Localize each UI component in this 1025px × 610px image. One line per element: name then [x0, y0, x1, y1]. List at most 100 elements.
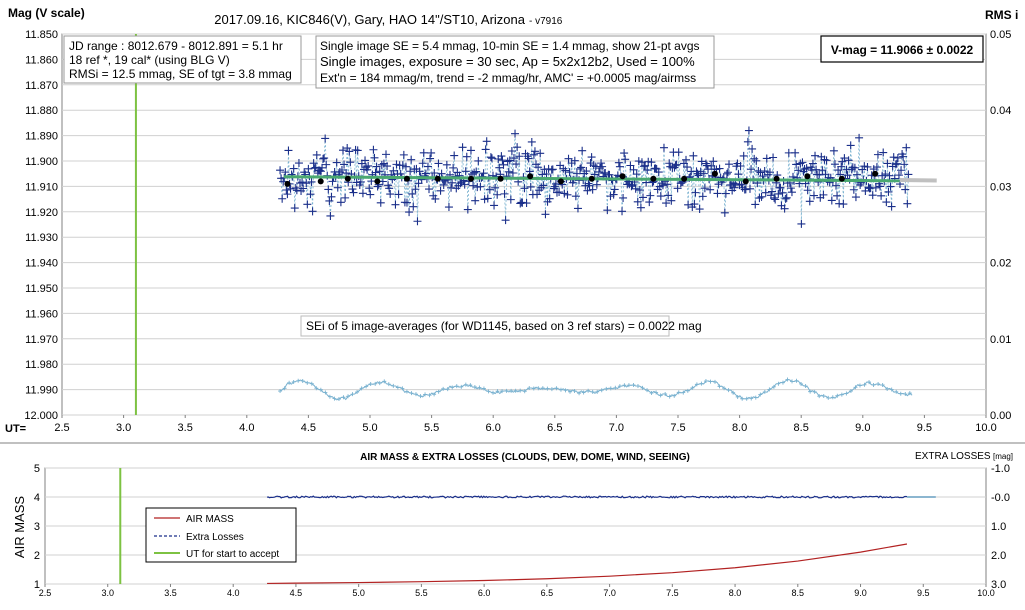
single-image-point — [787, 188, 796, 197]
single-image-point — [366, 190, 375, 199]
rmsi-point — [359, 386, 364, 391]
rmsi-points — [278, 377, 912, 402]
bottom-x-tick-label: 5.5 — [415, 588, 428, 598]
single-image-point — [372, 162, 381, 171]
single-image-point — [304, 164, 313, 173]
rmsi-point — [513, 388, 518, 393]
single-image-point — [444, 203, 453, 212]
rmsi-point — [885, 387, 890, 392]
single-image-point — [449, 163, 458, 172]
single-image-point — [536, 149, 545, 158]
rmsi-point — [577, 391, 582, 396]
bottom-x-tick-label: 2.5 — [39, 588, 52, 598]
info-line-3: Ext'n = 184 mmag/m, trend = -2 mmag/hr, … — [320, 71, 696, 85]
average-point — [650, 175, 657, 182]
single-image-point — [769, 153, 778, 162]
single-image-point — [491, 183, 500, 192]
rmsi-point — [518, 388, 523, 393]
single-image-point — [620, 149, 629, 158]
bottom-y-tick-label: 3 — [34, 521, 40, 533]
single-image-point — [460, 180, 469, 189]
rmsi-point — [635, 384, 640, 389]
bottom-x-tick-label: 9.0 — [854, 588, 867, 598]
single-image-point — [498, 156, 507, 165]
rmsi-point — [907, 391, 912, 396]
single-image-point — [658, 181, 667, 190]
single-image-point — [453, 168, 462, 177]
single-image-point — [386, 190, 395, 199]
single-image-point — [609, 190, 618, 199]
rmsi-point — [898, 391, 903, 396]
top-y-tick-label: 11.870 — [25, 80, 58, 92]
single-image-point — [792, 160, 801, 169]
single-image-point — [555, 188, 564, 197]
average-point — [344, 175, 351, 182]
rmsi-point — [672, 393, 677, 398]
single-image-point — [752, 156, 761, 165]
single-image-point — [796, 159, 805, 168]
rmsi-point — [350, 392, 355, 397]
single-image-point — [802, 164, 811, 173]
single-image-point — [462, 152, 471, 161]
rmsi-point — [703, 379, 708, 384]
rmsi-point — [830, 395, 835, 400]
top-y2-tick-label: 0.04 — [990, 105, 1011, 117]
rmsi-point — [336, 397, 341, 402]
single-image-point — [818, 166, 827, 175]
top-y-tick-label: 12.000 — [24, 410, 58, 422]
rmsi-point — [626, 383, 631, 388]
single-image-point — [326, 211, 335, 220]
single-image-point — [709, 157, 718, 166]
average-point — [527, 173, 534, 180]
single-image-point — [756, 168, 765, 177]
rmsi-point — [803, 384, 808, 389]
top-chart-title: 2017.09.16, KIC846(V), Gary, HAO 14"/ST1… — [214, 12, 526, 27]
rmsi-point — [413, 392, 418, 397]
single-image-point — [391, 200, 400, 209]
bottom-x-tick-label: 5.0 — [352, 588, 365, 598]
single-image-point — [383, 162, 392, 171]
single-image-point — [530, 147, 539, 156]
rmsi-point — [812, 389, 817, 394]
single-image-point — [618, 207, 627, 216]
single-image-point — [343, 144, 352, 153]
average-point — [773, 175, 780, 182]
single-image-point — [674, 148, 683, 157]
single-image-point — [671, 161, 680, 170]
single-image-point — [812, 165, 821, 174]
vmag-value: V-mag = 11.9066 ± 0.0022 — [831, 43, 974, 57]
single-image-point — [592, 180, 601, 189]
single-image-point — [298, 178, 307, 187]
single-image-point — [808, 159, 817, 168]
average-point — [403, 175, 410, 182]
top-y2-tick-label: 0.03 — [990, 181, 1011, 193]
rmsi-point — [654, 390, 659, 395]
single-image-point — [327, 192, 336, 201]
single-image-point — [534, 163, 543, 172]
rmsi-point — [450, 385, 455, 390]
single-image-point — [635, 186, 644, 195]
vmag-box: V-mag = 11.9066 ± 0.0022 — [820, 35, 984, 63]
single-image-point — [839, 200, 848, 209]
single-image-point — [430, 169, 439, 178]
rmsi-point — [694, 382, 699, 387]
single-image-point — [418, 159, 427, 168]
rmsi-point — [857, 383, 862, 388]
average-point — [681, 175, 688, 182]
rmsi-point — [368, 382, 373, 387]
single-image-point — [755, 194, 764, 203]
single-image-point — [626, 161, 635, 170]
single-image-point — [744, 126, 753, 135]
single-image-point — [407, 155, 416, 164]
single-image-point — [697, 157, 706, 166]
rmsi-point — [848, 389, 853, 394]
single-image-point — [771, 195, 780, 204]
single-image-point — [322, 160, 331, 169]
single-image-point — [507, 147, 516, 156]
single-image-point — [614, 158, 623, 167]
single-image-point — [458, 143, 467, 152]
rmsi-point — [549, 387, 554, 392]
rmsi-point — [332, 396, 337, 401]
top-y-tick-label: 11.930 — [25, 232, 58, 244]
